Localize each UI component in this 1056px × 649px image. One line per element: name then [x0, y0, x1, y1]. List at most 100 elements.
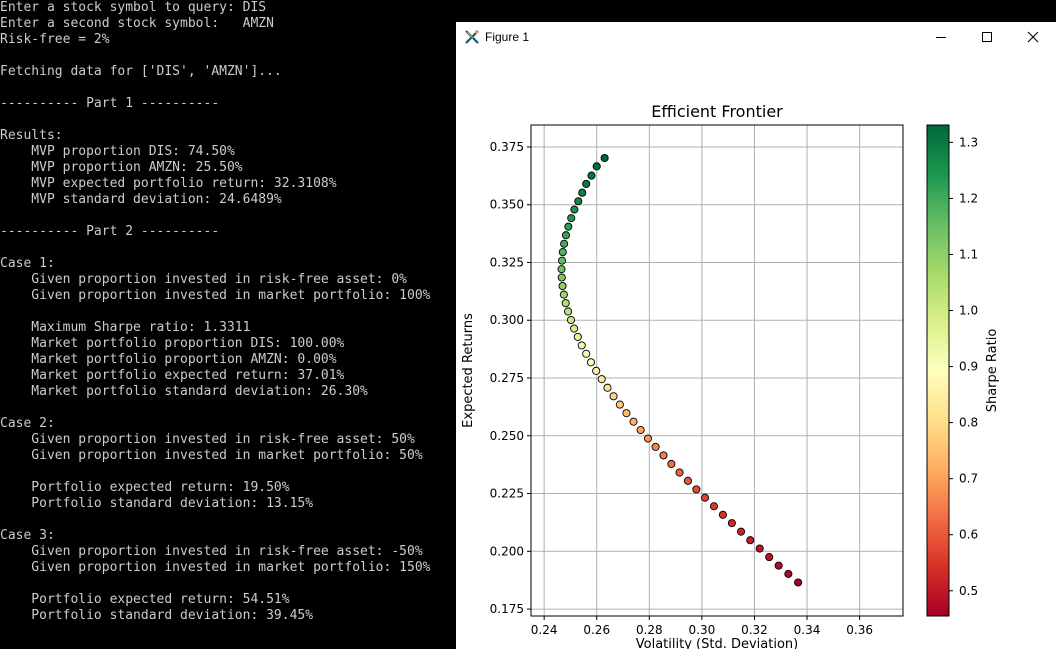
terminal-line: Market portfolio standard deviation: 26.… [0, 384, 368, 399]
window-title: Figure 1 [485, 30, 530, 44]
colorbar-tick-label: 1.1 [959, 247, 978, 261]
terminal-line: Enter a stock symbol to query: DIS [0, 0, 267, 15]
frontier-point [794, 578, 803, 587]
minimize-icon [936, 37, 946, 38]
frontier-point [578, 188, 587, 197]
terminal-line: Portfolio standard deviation: 13.15% [0, 496, 314, 511]
close-button[interactable] [1010, 22, 1056, 52]
terminal-line [0, 512, 456, 528]
colorbar-label: Sharpe Ratio [985, 329, 1000, 413]
colorbar-tick-label: 0.9 [959, 360, 978, 374]
terminal-line [0, 240, 456, 256]
colorbar-tick-label: 0.5 [959, 584, 978, 598]
maximize-button[interactable] [964, 22, 1010, 52]
frontier-point [586, 358, 595, 367]
matplotlib-icon [464, 29, 480, 45]
frontier-point [558, 281, 567, 291]
frontier-point [737, 527, 746, 536]
terminal-line: Results: [0, 128, 63, 143]
terminal-line: Given proportion invested in market port… [0, 288, 431, 303]
frontier-point [561, 231, 571, 240]
terminal-line: Market portfolio proportion DIS: 100.00% [0, 336, 345, 351]
y-tick-label: 0.275 [490, 371, 524, 385]
data-points [557, 153, 803, 587]
y-axis-label: Expected Returns [461, 313, 476, 428]
efficient-frontier-chart: 0.24 0.26 0.28 0.30 0.32 0.34 0.36 0.175 0.200 0.… [461, 102, 1000, 649]
frontier-point [560, 239, 569, 248]
y-tick-label: 0.225 [490, 487, 524, 501]
frontier-point [659, 451, 668, 460]
terminal-line [0, 304, 456, 320]
terminal-line: ---------- Part 2 ---------- [0, 224, 220, 239]
y-tick-label: 0.325 [490, 255, 524, 269]
terminal-line: Given proportion invested in risk-free a… [0, 544, 423, 559]
frontier-point [622, 409, 631, 418]
terminal-line: MVP proportion DIS: 74.50% [0, 144, 235, 159]
frontier-point [615, 400, 624, 409]
minimize-button[interactable] [918, 22, 964, 52]
terminal-output: Enter a stock symbol to query: DIS Enter … [0, 0, 456, 649]
terminal-line [0, 576, 456, 592]
y-tick-label: 0.350 [490, 198, 524, 212]
y-tick-label: 0.200 [490, 544, 524, 558]
frontier-point [570, 205, 579, 214]
colorbar-tick-label: 1.3 [959, 135, 978, 149]
frontier-point [564, 222, 573, 231]
frontier-point [561, 299, 570, 308]
terminal-line: Case 3: [0, 528, 55, 543]
frontier-point [746, 536, 755, 545]
colorbar-tick-label: 0.6 [959, 528, 978, 542]
terminal-line: MVP expected portfolio return: 32.3108% [0, 176, 337, 191]
y-tick-label: 0.175 [490, 602, 524, 616]
x-axis-label: Volatility (Std. Deviation) [636, 637, 798, 649]
x-tick-label: 0.26 [583, 623, 610, 637]
terminal-line: MVP proportion AMZN: 25.50% [0, 160, 243, 175]
frontier-point [582, 349, 591, 358]
frontier-point [774, 561, 783, 570]
y-tick-label: 0.300 [490, 313, 524, 327]
x-tick-label: 0.24 [531, 623, 558, 637]
terminal-line: Given proportion invested in risk-free a… [0, 272, 407, 287]
frontier-point [557, 273, 566, 282]
terminal-line: Market portfolio expected return: 37.01% [0, 368, 345, 383]
frontier-point [727, 519, 736, 528]
frontier-point [559, 290, 568, 299]
terminal-line [0, 464, 456, 480]
frontier-point [592, 366, 601, 375]
frontier-point [564, 307, 573, 316]
axis-ticks: 0.24 0.26 0.28 0.30 0.32 0.34 0.36 0.175 0.200 0.… [490, 140, 873, 637]
terminal-line: Portfolio expected return: 19.50% [0, 480, 290, 495]
terminal-line: Risk-free = 2% [0, 32, 110, 47]
frontier-point [566, 315, 576, 325]
colorbar-ticks: 0.5 0.6 0.7 0.8 0.9 1.0 1.1 1.2 1.3 [949, 135, 978, 598]
y-tick-label: 0.250 [490, 429, 524, 443]
frontier-point [592, 162, 601, 171]
close-icon [1027, 31, 1039, 43]
frontier-point [557, 265, 566, 274]
terminal-line: Given proportion invested in risk-free a… [0, 432, 415, 447]
figure-window: Figure 1 0.24 0.26 0.28 0.30 0.32 0.34 0.36 0.1… [456, 22, 1056, 649]
x-tick-label: 0.28 [636, 623, 663, 637]
frontier-point [675, 468, 684, 477]
colorbar-tick-label: 1.0 [959, 304, 978, 318]
grid-lines [531, 125, 903, 616]
colorbar-tick-label: 0.8 [959, 416, 978, 430]
frontier-point [567, 214, 576, 223]
terminal-line: Maximum Sharpe ratio: 1.3311 [0, 320, 251, 335]
x-tick-label: 0.32 [741, 623, 768, 637]
terminal-line: Market portfolio proportion AMZN: 0.00% [0, 352, 337, 367]
y-tick-label: 0.375 [490, 140, 524, 154]
axes-frame [530, 124, 904, 617]
frontier-point [582, 179, 591, 188]
frontier-point [667, 459, 676, 469]
title-bar[interactable]: Figure 1 [456, 22, 1056, 52]
terminal-line [0, 48, 456, 64]
frontier-point [643, 434, 653, 443]
frontier-point [574, 197, 583, 206]
frontier-point [718, 510, 727, 519]
terminal-line: Fetching data for ['DIS', 'AMZN']... [0, 64, 282, 79]
colorbar-tick-label: 0.7 [959, 472, 978, 486]
frontier-point [709, 502, 719, 511]
maximize-icon [982, 32, 992, 42]
frontier-point [573, 332, 582, 341]
